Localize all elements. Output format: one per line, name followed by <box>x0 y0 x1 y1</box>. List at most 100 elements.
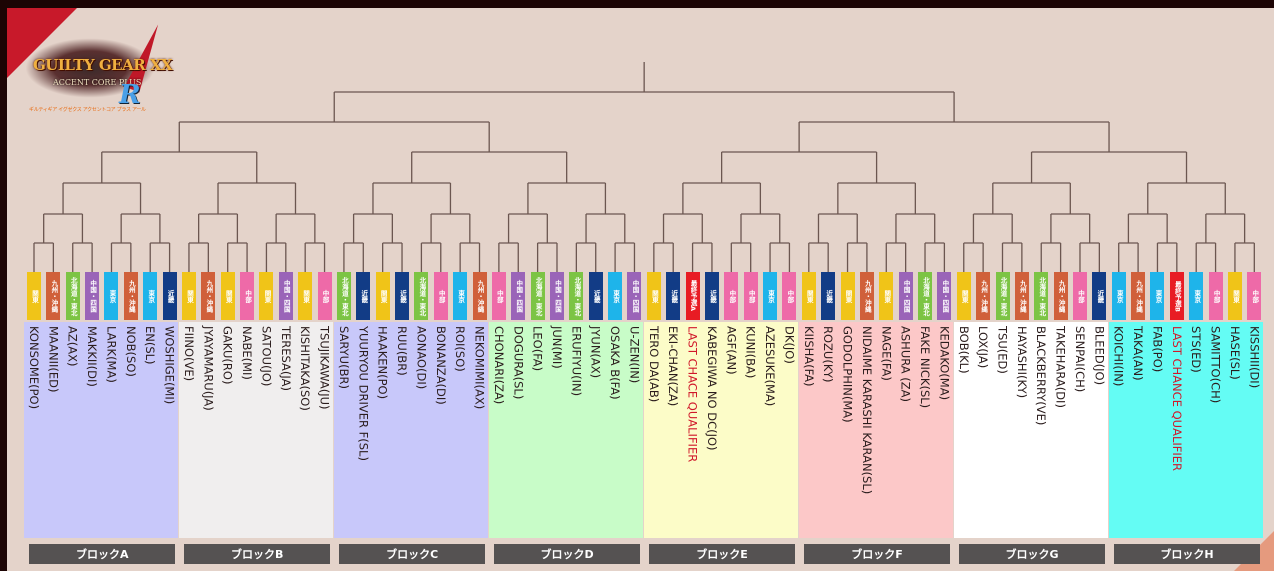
player-name: FIINO(VE) <box>181 326 196 382</box>
region-tag: 関東 <box>956 272 971 320</box>
region-tag: 関東 <box>27 272 41 320</box>
region-tag: 近畿 <box>162 272 177 320</box>
block-label: ブロックE <box>648 544 796 564</box>
logo-swirl-art <box>25 38 155 98</box>
player-name: BLACKBERRY(VE) <box>1034 326 1049 426</box>
bracket-lines <box>33 62 1255 272</box>
player-name: AZESUKE(MA) <box>763 326 778 407</box>
region-tag: 中部 <box>1208 272 1223 320</box>
player-name: KABEGIWA NO DC(JO) <box>704 326 719 451</box>
region-tag: 近畿 <box>588 272 603 320</box>
block-label: ブロックF <box>803 544 951 564</box>
player-name: FAKE NICK(SL) <box>918 326 933 409</box>
region-tag: 中部 <box>491 272 506 320</box>
player-name: TSUJIKAWA(JU) <box>317 326 332 410</box>
region-tag: 北海道・東北 <box>995 272 1010 320</box>
player-name: SAMITTO(CH) <box>1208 326 1223 404</box>
player-name: KOICHI(IN) <box>1111 326 1126 387</box>
player-name: STS(ED) <box>1189 326 1204 373</box>
player-name: KUNI(BA) <box>743 326 758 379</box>
logo-title: GUILTY GEAR XX <box>33 56 173 74</box>
region-tag: 中部 <box>317 272 332 320</box>
region-tag: 最終予選A <box>685 272 700 320</box>
region-tag: 九州・沖縄 <box>123 272 138 320</box>
region-tag: 東京 <box>608 272 623 320</box>
player-name: MAANII(ED) <box>46 326 61 393</box>
region-tag: 中部 <box>433 272 448 320</box>
region-tag: 九州・沖縄 <box>1131 272 1146 320</box>
player-name: WOSHIGE(MI) <box>162 326 177 405</box>
region-tag: 中部 <box>1072 272 1087 320</box>
region-tag: 関東 <box>801 272 816 320</box>
region-tag: 九州・沖縄 <box>1014 272 1029 320</box>
region-tag: 関東 <box>879 272 894 320</box>
player-name: NAGE(FA) <box>879 326 894 381</box>
region-tag: 北海道・東北 <box>336 272 351 320</box>
player-name: MAKKII(DI) <box>85 326 100 387</box>
region-tag: 中部 <box>724 272 739 320</box>
block-background <box>24 322 179 538</box>
player-name: LARK(MA) <box>104 326 119 383</box>
region-tag: 中国・四国 <box>511 272 526 320</box>
block-background <box>798 322 954 538</box>
region-tag: 九州・沖縄 <box>46 272 61 320</box>
region-tag: 関東 <box>840 272 855 320</box>
player-name: TAKA(AN) <box>1131 326 1146 381</box>
qualifier-slot: LAST CHANCE QUALIFIER <box>1169 326 1184 472</box>
logo-tagline: ギルティギア イグゼクス アクセントコア プラス アール <box>29 107 146 113</box>
player-name: BLEED(JO) <box>1092 326 1107 386</box>
region-tag: 中国・四国 <box>627 272 642 320</box>
region-tag: 関東 <box>1227 272 1242 320</box>
player-name: U-ZEN(IN) <box>627 326 642 384</box>
block-background <box>1108 322 1264 538</box>
region-tag: 東京 <box>1111 272 1126 320</box>
player-name: ROZU(KY) <box>821 326 836 383</box>
region-tag: 九州・沖縄 <box>472 272 487 320</box>
region-tag: 近畿 <box>666 272 681 320</box>
player-name: GAKU(RO) <box>220 326 235 385</box>
block-label: ブロックD <box>493 544 641 564</box>
player-name: EKI-CHAN(ZA) <box>666 326 681 407</box>
region-tag: 最終予選B <box>1169 272 1184 320</box>
player-name: JYUN(AX) <box>588 326 603 379</box>
player-name: KISSHII(DI) <box>1247 326 1262 389</box>
player-name: SENPAI(CH) <box>1072 326 1087 393</box>
region-tag: 北海道・東北 <box>1034 272 1049 320</box>
player-name: KONSOME(PO) <box>27 326 41 410</box>
region-tag: 九州・沖縄 <box>1053 272 1068 320</box>
region-tag: 九州・沖縄 <box>201 272 216 320</box>
region-tag: 関東 <box>375 272 390 320</box>
region-tag: 中国・四国 <box>898 272 913 320</box>
region-tag: 近畿 <box>395 272 410 320</box>
player-name: HASE(SL) <box>1227 326 1242 380</box>
player-name: GODOLPHIN(MA) <box>840 326 855 423</box>
region-tag: 近畿 <box>1092 272 1107 320</box>
region-tag: 中国・四国 <box>278 272 293 320</box>
player-name: CHONARI(ZA) <box>491 326 506 405</box>
region-tag: 中部 <box>240 272 255 320</box>
player-name: AGF(AN) <box>724 326 739 375</box>
region-tag: 関東 <box>298 272 313 320</box>
player-name: AONAO(DI) <box>414 326 429 390</box>
player-name: NOB(SO) <box>123 326 138 377</box>
player-name: DOGURA(SL) <box>511 326 526 400</box>
region-tag: 東京 <box>143 272 158 320</box>
block-background <box>643 322 799 538</box>
player-name: OSAKA B(FA) <box>608 326 623 400</box>
player-name: TAKEHARA(DI) <box>1053 326 1068 408</box>
player-name: NEKOMIMI(AX) <box>472 326 487 410</box>
player-name: ERUFIYU(IN) <box>569 326 584 397</box>
region-tag: 中部 <box>743 272 758 320</box>
region-tag: 北海道・東北 <box>918 272 933 320</box>
player-name: BONANZA(DI) <box>433 326 448 405</box>
region-tag: 九州・沖縄 <box>976 272 991 320</box>
region-tag: 東京 <box>1150 272 1165 320</box>
region-tag: 東京 <box>763 272 778 320</box>
player-name: KEDAKO(MA) <box>937 326 952 401</box>
region-tag: 関東 <box>259 272 274 320</box>
region-tag: 東京 <box>104 272 119 320</box>
player-name: NABE(MI) <box>240 326 255 380</box>
player-name: FAB(PO) <box>1150 326 1165 373</box>
player-name: LEO(FA) <box>530 326 545 372</box>
block-label: ブロックH <box>1113 544 1261 564</box>
